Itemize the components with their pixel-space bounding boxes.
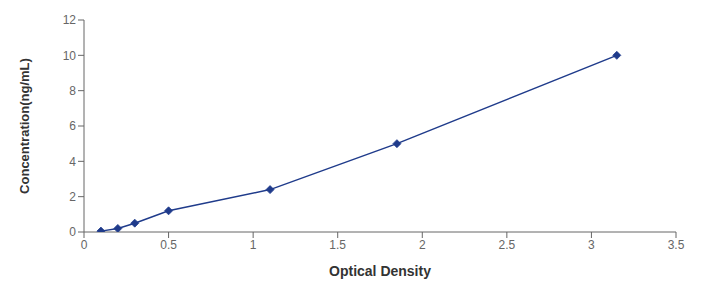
svg-text:2.5: 2.5: [499, 238, 516, 252]
svg-text:Concentration(ng/mL): Concentration(ng/mL): [17, 58, 32, 194]
svg-text:3: 3: [588, 238, 595, 252]
svg-text:0: 0: [69, 225, 76, 239]
svg-text:2: 2: [69, 190, 76, 204]
svg-text:1: 1: [250, 238, 257, 252]
svg-text:8: 8: [69, 84, 76, 98]
svg-text:4: 4: [69, 155, 76, 169]
svg-text:0: 0: [81, 238, 88, 252]
svg-text:2: 2: [419, 238, 426, 252]
svg-text:3.5: 3.5: [668, 238, 685, 252]
svg-text:10: 10: [63, 49, 77, 63]
svg-text:0.5: 0.5: [160, 238, 177, 252]
svg-text:1.5: 1.5: [329, 238, 346, 252]
svg-text:Optical Density: Optical Density: [329, 263, 431, 279]
svg-text:6: 6: [69, 119, 76, 133]
svg-text:12: 12: [63, 13, 77, 27]
